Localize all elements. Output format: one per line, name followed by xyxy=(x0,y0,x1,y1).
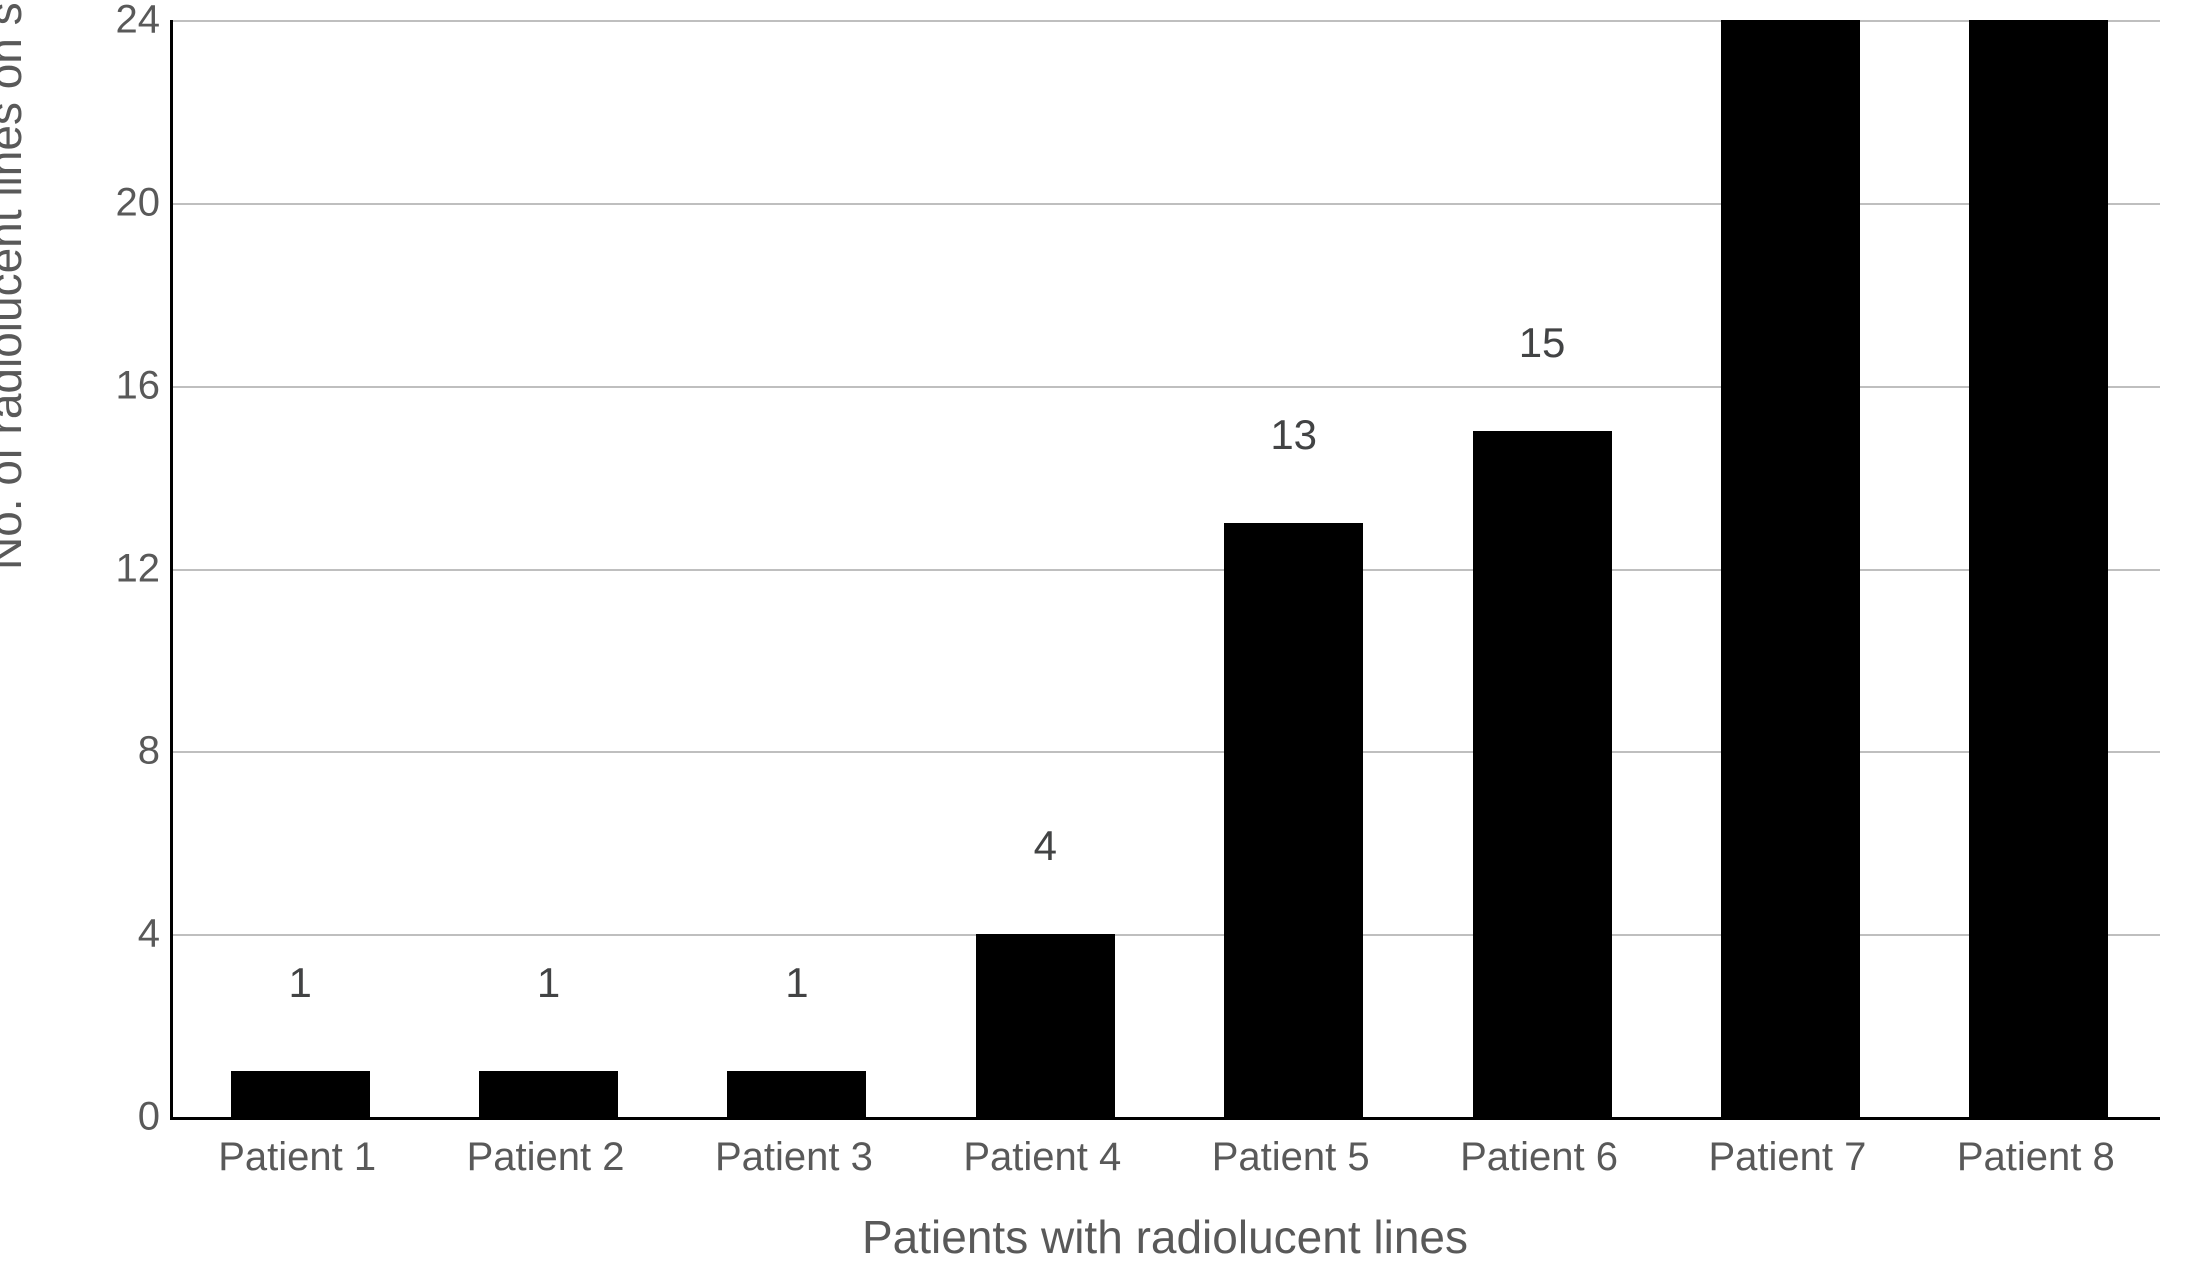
x-tick-label: Patient 2 xyxy=(467,1135,625,1180)
bar xyxy=(1969,20,2108,1117)
y-tick-label: 16 xyxy=(40,363,160,408)
bar xyxy=(727,1071,866,1117)
y-tick-label: 24 xyxy=(40,0,160,43)
x-tick-label: Patient 8 xyxy=(1957,1135,2115,1180)
bar-value-label: 1 xyxy=(537,959,560,1015)
y-tick-label: 4 xyxy=(40,912,160,957)
bar-value-label: 15 xyxy=(1519,319,1566,375)
bar xyxy=(231,1071,370,1117)
y-axis-title: No. of radiolucent lines on stem xyxy=(0,0,32,570)
bar xyxy=(1721,20,1860,1117)
x-tick-label: Patient 1 xyxy=(218,1135,376,1180)
x-tick-label: Patient 3 xyxy=(715,1135,873,1180)
bar xyxy=(976,934,1115,1117)
grid-line xyxy=(173,203,2160,205)
bar-value-label: 1 xyxy=(785,959,808,1015)
grid-line xyxy=(173,569,2160,571)
bar-value-label: 4 xyxy=(1034,822,1057,878)
plot-area: 111413152424 xyxy=(170,20,2160,1120)
bar-chart: No. of radiolucent lines on stem 1 1 1 4 13 1… xyxy=(0,0,2205,1274)
x-tick-label: Patient 6 xyxy=(1460,1135,1618,1180)
bar-value-label: 1 xyxy=(289,959,312,1015)
bar xyxy=(479,1071,618,1117)
bar xyxy=(1473,431,1612,1117)
x-axis-title: Patients with radiolucent lines xyxy=(170,1210,2160,1264)
x-tick-label: Patient 4 xyxy=(963,1135,1121,1180)
bar-value-label: 13 xyxy=(1270,411,1317,467)
y-tick-label: 12 xyxy=(40,546,160,591)
x-tick-label: Patient 7 xyxy=(1708,1135,1866,1180)
y-tick-label: 20 xyxy=(40,180,160,225)
grid-line xyxy=(173,751,2160,753)
grid-line xyxy=(173,386,2160,388)
grid-line xyxy=(173,934,2160,936)
bar xyxy=(1224,523,1363,1117)
x-tick-label: Patient 5 xyxy=(1212,1135,1370,1180)
y-tick-label: 0 xyxy=(40,1095,160,1140)
grid-line xyxy=(173,20,2160,22)
y-tick-label: 8 xyxy=(40,729,160,774)
